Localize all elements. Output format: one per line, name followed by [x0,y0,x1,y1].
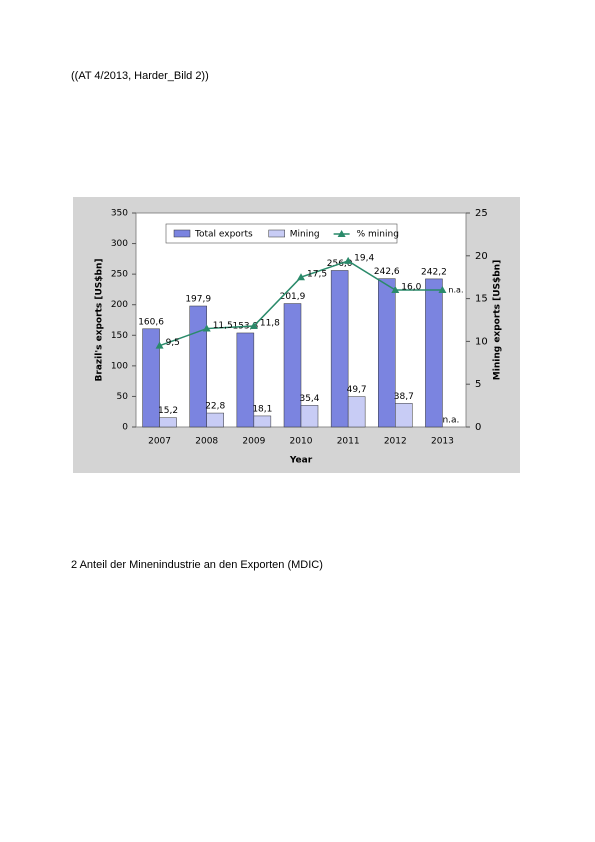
bar [283,303,302,428]
value-label: 15,2 [158,406,178,416]
bar [425,278,443,428]
legend-swatch [268,229,285,238]
x-tick-label: 2010 [290,437,313,447]
legend-label: Mining [290,230,320,240]
y-tick-label: 100 [111,361,128,371]
y-tick-label: 150 [111,331,128,341]
value-label: 16,0 [401,283,421,293]
y2-tick-label: 20 [475,251,488,262]
value-label: 49,7 [347,385,367,395]
x-tick-label: 2008 [195,437,218,447]
value-label: 18,1 [252,404,272,414]
bar [253,415,272,428]
value-label: 17,5 [307,270,327,280]
marker [344,256,353,264]
x-tick-label: 2013 [431,437,454,447]
bar [330,270,349,428]
value-label: 242,6 [374,267,400,277]
value-label: 35,4 [299,394,319,404]
y-tick-label: 300 [111,239,128,249]
y-axis-label: Brazil's exports [US$bn] [95,259,105,382]
legend-label: % mining [357,230,399,240]
header: ((AT 4/2013, Harder_Bild 2)) [71,70,209,82]
caption: 2 Anteil der Minenindustrie an den Expor… [71,559,323,571]
value-label: 201,9 [280,292,306,302]
y2-tick-label: 10 [475,336,488,347]
bar [347,396,366,428]
y-tick-label: 50 [117,392,129,402]
y2-tick-label: 5 [475,379,481,390]
x-tick-label: 2007 [148,437,171,447]
y2-tick-label: 15 [475,294,488,305]
bar [159,417,177,428]
value-label: 9,5 [166,338,180,348]
bar [142,328,160,428]
value-label: 38,7 [394,392,414,402]
y-tick-label: 250 [111,270,128,280]
y2-tick-label: 25 [475,208,488,219]
value-label: 197,9 [185,294,211,304]
y-tick-label: 200 [111,300,128,310]
y2-tick-label: 0 [475,422,481,433]
legend-label: Total exports [194,230,253,240]
x-axis-label: Year [289,456,313,466]
bar [378,278,396,428]
marker [391,286,400,294]
marker [202,324,211,332]
y-tick-label: 350 [111,209,128,219]
x-tick-label: 2011 [337,437,360,447]
marker [249,321,258,329]
value-label: 19,4 [354,253,374,263]
bar [300,405,319,428]
value-label: 242,2 [421,267,447,277]
marker [438,286,447,294]
x-tick-label: 2012 [384,437,407,447]
value-label: 11,5 [213,321,233,331]
x-tick-label: 2009 [242,437,265,447]
y2-axis-label: Mining exports [US$bn] [493,260,503,380]
value-label: 11,8 [260,318,280,328]
bar [395,403,413,428]
legend-swatch [173,229,191,238]
bar [206,412,224,428]
value-label: 160,6 [138,317,164,327]
legend-swatch [337,230,346,237]
annotation: n.a. [448,286,463,295]
marker [155,341,164,349]
bar [189,305,207,428]
y-tick-label: 0 [122,423,128,433]
marker [297,273,305,281]
bar [236,332,255,428]
value-label: n.a. [442,416,459,426]
value-label: 22,8 [205,402,225,412]
